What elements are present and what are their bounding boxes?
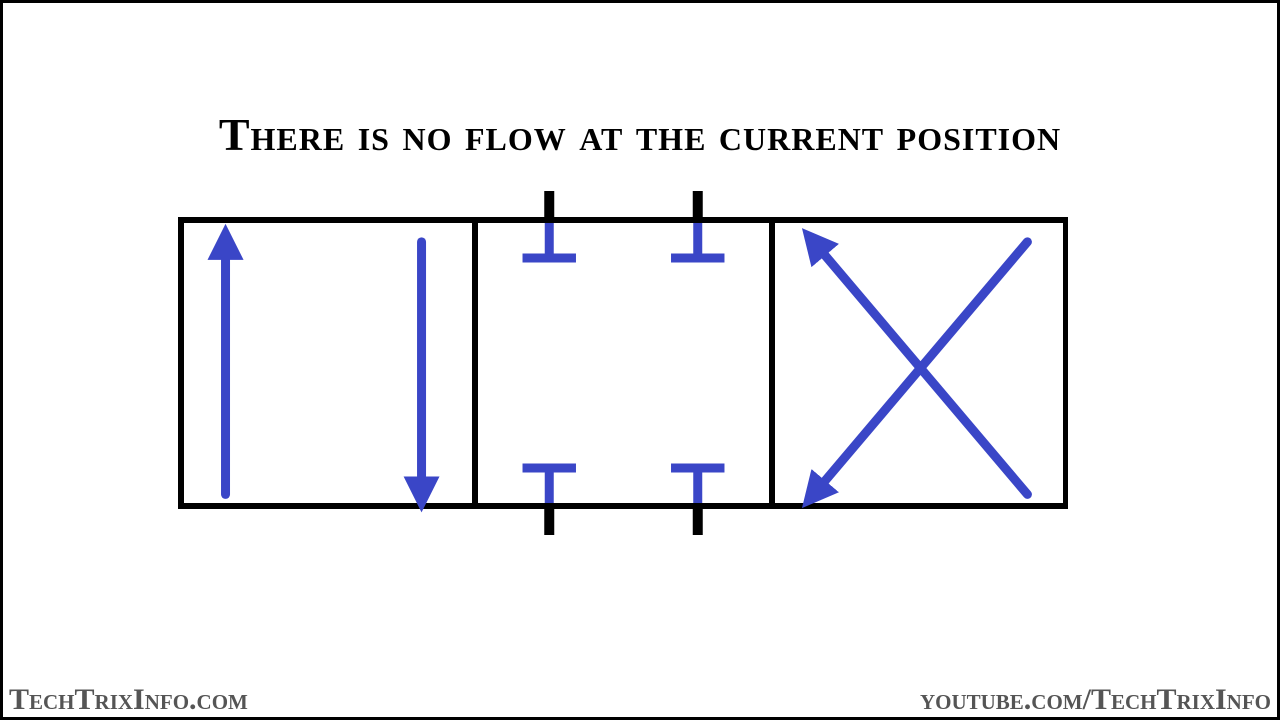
valve-svg: [178, 191, 1068, 535]
outer-frame: There is no flow at the current position…: [0, 0, 1280, 720]
valve-diagram: [178, 191, 1068, 483]
credit-right: youtube.com/TechTrixInfo: [920, 683, 1271, 717]
page-title: There is no flow at the current position: [3, 108, 1277, 161]
credit-left: TechTrixInfo.com: [9, 683, 248, 717]
